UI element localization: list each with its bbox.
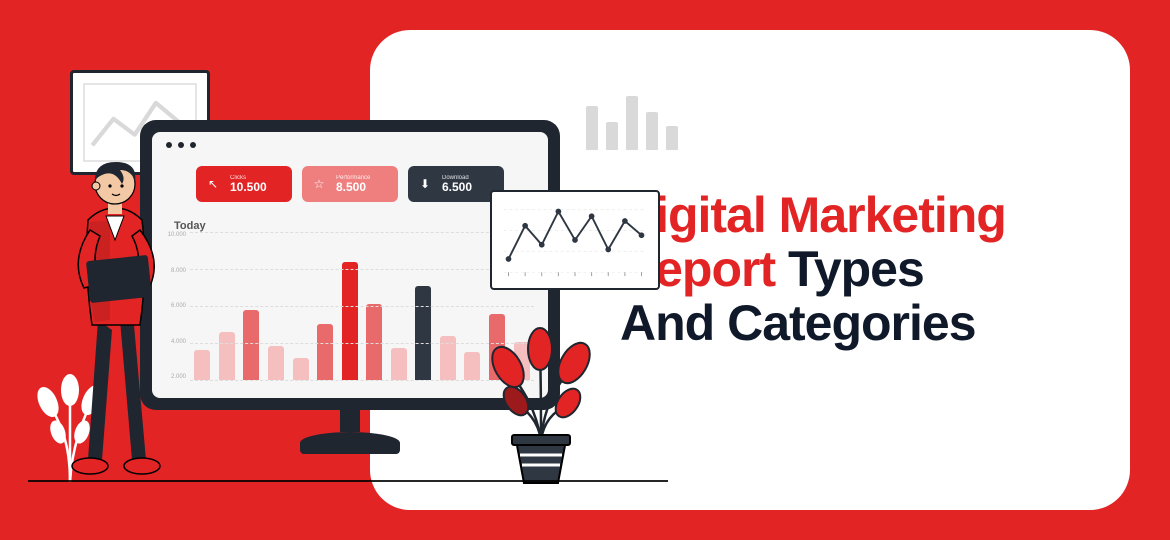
chart-bar (243, 310, 259, 380)
kpi-card: ↖ Clicks 10.500 (196, 166, 292, 202)
chart-bar (317, 324, 333, 380)
kpi-value: 10.500 (230, 181, 267, 193)
chart-bar (415, 286, 431, 380)
chart-bar (342, 262, 358, 380)
floor-line (28, 480, 668, 482)
mini-line-chart (502, 202, 648, 278)
monitor-stand (300, 402, 400, 454)
kpi-label: Clicks (230, 175, 267, 181)
kpi-value: 6.500 (442, 181, 472, 193)
page-title: Digital Marketing Report Types And Categ… (620, 188, 1006, 350)
star-icon: ☆ (310, 175, 328, 193)
person-illustration (40, 150, 190, 480)
chart-bar (219, 332, 235, 380)
kpi-value: 8.500 (336, 181, 370, 193)
kpi-row: ↖ Clicks 10.500 ☆ Performance 8.500 ⬇ Down… (196, 166, 504, 202)
chart-bar (391, 348, 407, 380)
plant-red (476, 325, 606, 485)
chart-bar (366, 304, 382, 380)
decorative-bars (586, 96, 678, 150)
chart-bar (268, 346, 284, 380)
window-dots (166, 142, 196, 148)
cursor-icon: ↖ (204, 175, 222, 193)
title-line1: Digital Marketing (620, 187, 1006, 243)
download-icon: ⬇ (416, 175, 434, 193)
title-line2-dark: Types (775, 241, 924, 297)
chart-bar (293, 358, 309, 380)
title-line3: And Categories (620, 295, 976, 351)
kpi-label: Performance (336, 175, 370, 181)
mini-line-panel (490, 190, 660, 290)
chart-bar (194, 350, 210, 380)
kpi-label: Download (442, 175, 472, 181)
kpi-card: ☆ Performance 8.500 (302, 166, 398, 202)
